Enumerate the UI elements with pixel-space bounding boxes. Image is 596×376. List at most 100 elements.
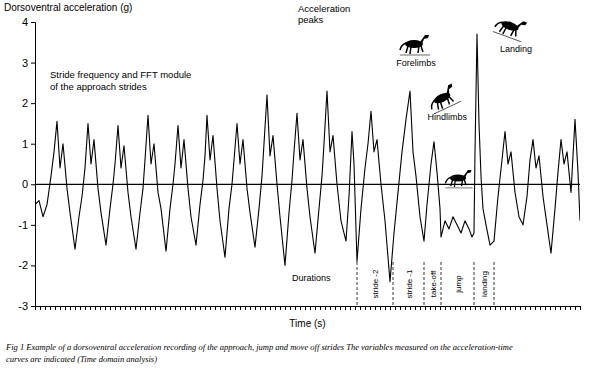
annotation: of the approach strides	[50, 81, 147, 92]
tick	[415, 306, 416, 310]
tick	[260, 306, 261, 310]
tick	[330, 306, 331, 310]
tick-mark	[175, 306, 176, 310]
tick	[305, 306, 306, 310]
tick	[470, 306, 471, 310]
tick-mark	[235, 306, 236, 310]
tick-mark	[550, 306, 551, 310]
annotation: Forelimbs	[396, 58, 436, 68]
tick	[110, 306, 111, 310]
tick-mark	[31, 306, 35, 307]
tick-mark	[500, 306, 501, 310]
tick	[540, 306, 541, 310]
tick-label: -2	[18, 259, 28, 271]
duration-markers	[357, 262, 494, 306]
tick-label: -3	[18, 300, 28, 312]
tick-mark	[80, 306, 81, 310]
tick-mark	[390, 306, 391, 310]
tick	[195, 306, 196, 310]
tick-mark	[410, 306, 411, 310]
tick-mark	[450, 306, 451, 310]
tick	[480, 306, 481, 310]
tick	[240, 306, 241, 310]
tick	[160, 306, 161, 310]
caption: Fig 1 Example of a dorsoventral accelera…	[5, 342, 513, 352]
tick	[465, 306, 466, 310]
tick-mark	[495, 306, 496, 310]
tick	[530, 306, 531, 310]
tick	[125, 306, 126, 310]
tick-mark	[420, 306, 421, 310]
tick-mark	[505, 306, 506, 310]
horse-icon	[493, 13, 528, 42]
tick	[90, 306, 91, 310]
tick-mark	[295, 306, 296, 310]
tick-mark	[530, 306, 531, 310]
tick-mark	[405, 306, 406, 310]
axis-line	[31, 23, 36, 307]
tick	[220, 306, 221, 310]
tick-mark	[520, 306, 521, 310]
tick-mark	[395, 306, 396, 310]
tick	[170, 306, 171, 310]
tick	[190, 306, 191, 310]
tick-mark	[195, 306, 196, 310]
tick-mark	[370, 306, 371, 310]
tick-mark	[215, 306, 216, 310]
tick-mark	[485, 306, 486, 310]
tick	[265, 306, 266, 310]
tick-mark	[330, 306, 331, 310]
y-axis-title: Dorsoventral acceleration (g)	[4, 2, 132, 13]
tick-mark	[85, 306, 86, 310]
tick-mark	[160, 306, 161, 310]
tick-mark	[440, 306, 441, 310]
tick	[280, 306, 281, 310]
tick	[385, 306, 386, 310]
tick	[515, 306, 516, 310]
tick-mark	[145, 306, 146, 310]
tick	[40, 306, 41, 310]
tick	[270, 306, 271, 310]
tick-mark	[345, 306, 346, 310]
tick	[95, 306, 96, 310]
tick	[185, 306, 186, 310]
tick	[105, 306, 106, 310]
tick-mark	[130, 306, 131, 310]
tick-mark	[340, 306, 341, 310]
tick	[550, 306, 551, 310]
tick	[570, 306, 571, 310]
duration-boundary	[393, 262, 394, 306]
tick-mark	[425, 306, 426, 310]
tick	[140, 306, 141, 310]
duration-label: take-off	[429, 270, 438, 297]
tick	[430, 306, 431, 310]
tick	[295, 306, 296, 310]
tick	[135, 306, 136, 310]
chart: -3-2-101234Dorsoventral acceleration (g)…	[0, 0, 596, 376]
tick-label: 4	[22, 16, 28, 28]
tick	[255, 306, 256, 310]
tick	[490, 306, 491, 310]
x-axis	[36, 306, 581, 310]
tick-mark	[315, 306, 316, 310]
tick	[250, 306, 251, 310]
tick-mark	[400, 306, 401, 310]
tick	[370, 306, 371, 310]
tick	[130, 306, 131, 310]
tick-mark	[310, 306, 311, 310]
horse-icon	[400, 35, 430, 55]
tick	[500, 306, 501, 310]
tick-mark	[385, 306, 386, 310]
tick	[315, 306, 316, 310]
tick-label: -1	[18, 219, 28, 231]
tick-mark	[415, 306, 416, 310]
tick-mark	[40, 306, 41, 310]
tick-mark	[31, 184, 35, 185]
tick-mark	[375, 306, 376, 310]
duration-label: stride -1	[405, 269, 414, 298]
tick	[400, 306, 401, 310]
tick: -3	[18, 300, 35, 312]
tick	[440, 306, 441, 310]
tick-label: 0	[22, 178, 28, 190]
tick-mark	[575, 306, 576, 310]
